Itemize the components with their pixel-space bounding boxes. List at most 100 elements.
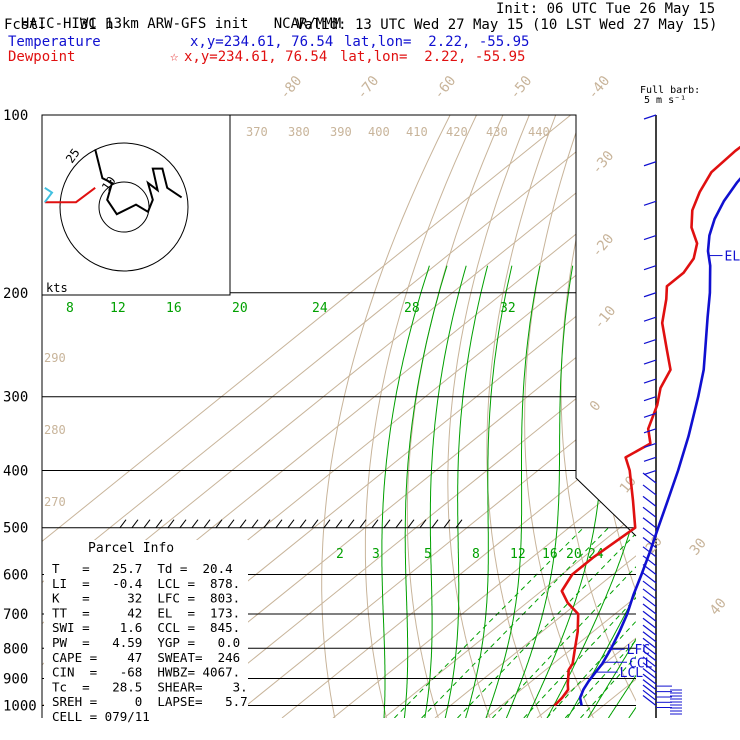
moist-adiabat-line: [505, 265, 574, 718]
wind-barb: [642, 564, 657, 575]
wind-barb: [642, 546, 657, 558]
wind-barb: [642, 656, 657, 668]
dry-adiabat-line: [406, 115, 504, 718]
moist-adiabat-line: [485, 265, 541, 718]
dewpoint-star-icon: ☆: [170, 49, 179, 65]
theta-e-label: 16: [166, 301, 182, 316]
isotherm-label: -70: [354, 73, 383, 103]
hatch-mark: [131, 519, 139, 529]
pressure-tick-label: 400: [3, 464, 28, 480]
parcel-info-row: CIN = -68 HWBZ= 4067.: [52, 665, 240, 680]
wind-barb: [643, 359, 657, 365]
hatch-mark: [239, 519, 247, 529]
theta-label: 420: [446, 125, 468, 139]
pressure-tick-label: 300: [3, 390, 28, 406]
wind-barb: [642, 536, 657, 548]
isotherm-line: [281, 115, 636, 718]
hatch-mark: [395, 519, 403, 529]
hatch-mark: [227, 519, 235, 529]
parcel-info-row: PW = 4.59 YGP = 0.0: [52, 635, 240, 650]
wind-barb: [642, 684, 657, 696]
temperature-legend: Temperature: [8, 34, 101, 50]
pressure-tick-label: 1000: [3, 698, 37, 714]
level-label-lfc: LFC: [627, 643, 650, 658]
hatch-mark: [155, 519, 163, 529]
isotherm-label: -60: [431, 73, 460, 103]
wind-barb: [643, 378, 657, 384]
wind-barb: [642, 637, 657, 649]
parcel-info-row: Tc = 28.5 SHEAR= 3.: [52, 679, 248, 694]
hodograph-ring-outer: [59, 142, 189, 272]
wind-barb: [642, 679, 657, 691]
hodograph-trace: [94, 149, 183, 216]
hatch-mark: [311, 519, 319, 529]
center-label: NCAR/MMM: [273, 16, 342, 32]
moist-adiabat-line: [465, 265, 513, 718]
mixing-ratio-line: [546, 527, 636, 718]
wind-barb: [643, 316, 657, 322]
wind-barb: [642, 495, 657, 507]
mixing-ratio-label: 20: [566, 547, 582, 562]
moist-adiabat-line: [403, 265, 448, 718]
mixing-ratio-line: [564, 527, 636, 718]
dewpoint-xy: x,y=234.61, 76.54: [184, 49, 328, 65]
dry-adiabat-line: [321, 115, 451, 718]
isotherm-label: -80: [277, 73, 306, 103]
parcel-info-row: TT = 42 EL = 173.: [52, 605, 240, 620]
wind-barb: [643, 161, 657, 167]
dry-adiabat-line: [486, 115, 557, 718]
isotherm-line: [383, 115, 636, 718]
theta-label: 290: [44, 351, 66, 365]
dry-adiabat-line: [364, 115, 477, 718]
dewpoint-legend: Dewpoint: [8, 49, 76, 65]
hatch-mark: [347, 519, 355, 529]
isotherm-line: [690, 115, 740, 718]
wind-barb: [643, 114, 657, 120]
theta-e-label: 8: [66, 301, 74, 316]
theta-label: 410: [406, 125, 428, 139]
wind-barb: [642, 689, 657, 701]
hatch-mark: [455, 519, 463, 529]
pressure-tick-label: 500: [3, 521, 28, 537]
hodograph-ring-label: 25: [63, 146, 83, 166]
hatch-mark: [299, 519, 307, 529]
theta-label: 440: [528, 125, 550, 139]
dry-adiabat-line: [696, 115, 740, 718]
theta-e-label: 12: [110, 301, 126, 316]
wind-barb: [643, 200, 657, 206]
hatch-mark: [203, 519, 211, 529]
hatch-mark: [383, 519, 391, 529]
level-label-lcl: LCL: [620, 666, 644, 681]
theta-label: 380: [288, 125, 310, 139]
hatch-mark: [359, 519, 367, 529]
pressure-tick-label: 600: [3, 567, 28, 583]
isotherm-label: 30: [687, 535, 710, 558]
dewpoint-profile: [553, 145, 740, 707]
pressure-tick-label: 800: [3, 641, 28, 657]
init-time: Init: 06 UTC Tue 26 May 15: [496, 1, 716, 17]
isotherm-line: [230, 115, 636, 718]
dry-adiabat-line: [524, 115, 594, 718]
mixing-ratio-label: 12: [510, 547, 526, 562]
forecast-hour: Fcst: 31 h: [4, 17, 114, 33]
theta-label: 370: [246, 125, 268, 139]
wind-barb: [642, 527, 657, 539]
theta-label: 280: [44, 423, 66, 437]
wind-barb: [643, 396, 657, 402]
moist-adiabat-line: [381, 265, 430, 718]
wind-barb: [642, 517, 657, 529]
wind-barb: [642, 624, 657, 636]
wind-barb: [642, 631, 657, 643]
isotherm-line: [332, 115, 636, 718]
parcel-info-row: LI = -0.4 LCL = 878.: [52, 576, 240, 591]
wind-barb: [642, 572, 657, 584]
model-title: HAIC-HIWC 13km ARW-GFS init: [20, 16, 249, 32]
valid-time: Valid: 13 UTC Wed 27 May 15 (10 LST Wed …: [296, 17, 718, 33]
hodograph-trace-top: [43, 186, 54, 203]
pressure-tick-label: 200: [3, 286, 28, 302]
mixing-ratio-label: 8: [472, 547, 480, 562]
parcel-info-row: CELL = 079/11: [52, 709, 150, 724]
wind-barb: [642, 472, 657, 484]
